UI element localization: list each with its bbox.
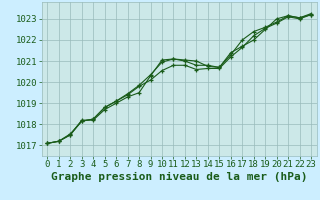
X-axis label: Graphe pression niveau de la mer (hPa): Graphe pression niveau de la mer (hPa) (51, 172, 308, 182)
